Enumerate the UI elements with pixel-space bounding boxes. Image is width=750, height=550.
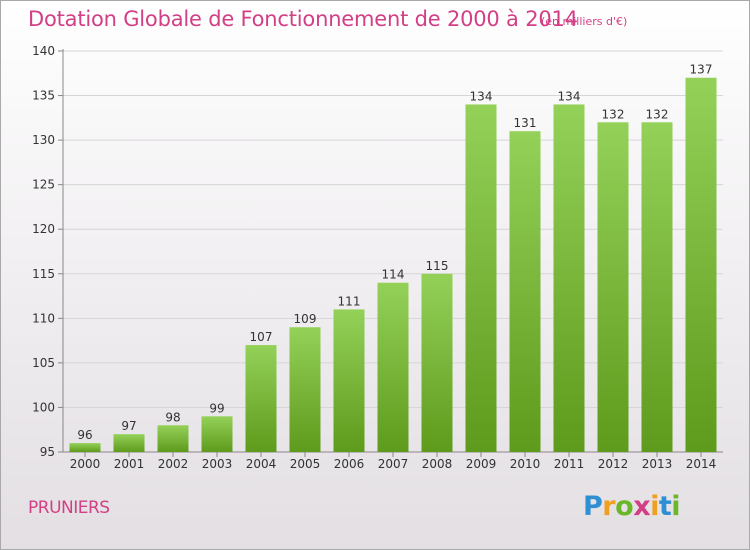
bar (113, 434, 145, 452)
value-label: 137 (690, 63, 713, 77)
value-label: 111 (338, 294, 361, 308)
bar (69, 443, 101, 452)
y-tick-label: 100 (32, 400, 55, 414)
x-tick-label: 2008 (422, 457, 453, 471)
chart-title: Dotation Globale de Fonctionnement de 20… (28, 7, 578, 31)
y-tick-label: 140 (32, 44, 55, 58)
logo-letter: i (671, 491, 681, 522)
bar (201, 416, 233, 452)
bar (157, 425, 189, 452)
value-label: 99 (209, 401, 224, 415)
x-tick-label: 2012 (598, 457, 629, 471)
x-tick-label: 2001 (114, 457, 145, 471)
x-tick-label: 2006 (334, 457, 365, 471)
value-label: 114 (382, 268, 405, 282)
x-tick-label: 2009 (466, 457, 497, 471)
y-tick-label: 110 (32, 311, 55, 325)
y-tick-label: 135 (32, 89, 55, 103)
x-tick-label: 2007 (378, 457, 409, 471)
y-tick-label: 95 (40, 445, 55, 459)
value-label: 109 (294, 312, 317, 326)
value-label: 107 (250, 330, 273, 344)
x-tick-label: 2011 (554, 457, 585, 471)
y-tick-label: 130 (32, 133, 55, 147)
unit-note: (en milliers d'€) (541, 15, 628, 28)
y-tick-label: 125 (32, 178, 55, 192)
x-tick-label: 2013 (642, 457, 673, 471)
value-labels: 96 97 98 99 107 109 111 114 115 134 131 134 132 132 13… (77, 63, 712, 442)
logo-letter: r (602, 491, 616, 522)
bars (69, 77, 717, 453)
bar (553, 104, 585, 452)
bar (289, 327, 321, 452)
bar (333, 309, 365, 452)
commune-name: PRUNIERS (28, 498, 110, 518)
logo-letter: x (633, 491, 651, 522)
bar (641, 122, 673, 453)
value-label: 131 (514, 116, 537, 130)
value-label: 134 (558, 89, 581, 103)
bar (509, 131, 541, 452)
value-label: 132 (646, 107, 669, 121)
bar (377, 282, 409, 452)
value-label: 132 (602, 107, 625, 121)
x-tick-labels: 2000 2001 2002 2003 2004 2005 2006 2007 2008 2009… (70, 457, 717, 471)
bar (597, 122, 629, 453)
value-label: 96 (77, 428, 92, 442)
x-tick-label: 2003 (202, 457, 233, 471)
value-label: 97 (121, 419, 136, 433)
value-label: 115 (426, 259, 449, 273)
logo-letter: P (583, 491, 603, 522)
y-tick-labels: 95 100 105 110 115 120 125 130 135 140 (32, 44, 55, 459)
value-label: 134 (470, 89, 493, 103)
logo-letter: o (615, 491, 634, 522)
x-tick-label: 2004 (246, 457, 277, 471)
value-label: 98 (165, 410, 180, 424)
proxiti-logo: Proxiti (583, 491, 681, 522)
bar (685, 77, 717, 452)
y-tick-label: 105 (32, 356, 55, 370)
x-tick-label: 2014 (686, 457, 717, 471)
y-tick-label: 115 (32, 267, 55, 281)
x-tick-label: 2005 (290, 457, 321, 471)
x-tick-label: 2002 (158, 457, 189, 471)
bar (245, 345, 277, 452)
bar (465, 104, 497, 452)
x-tick-label: 2000 (70, 457, 101, 471)
logo-letter: i (650, 491, 659, 522)
x-tick-label: 2010 (510, 457, 541, 471)
logo-letter: t (658, 491, 672, 522)
bar (421, 273, 453, 452)
y-tick-label: 120 (32, 222, 55, 236)
